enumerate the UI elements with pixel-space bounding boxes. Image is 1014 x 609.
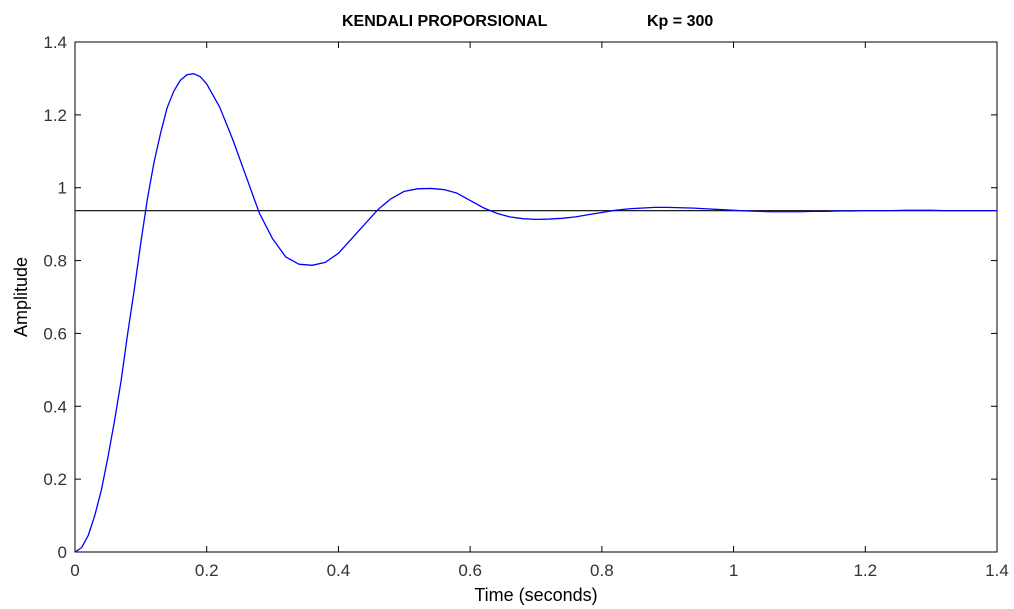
y-tick-label: 0.4 (43, 397, 67, 416)
y-tick-label: 1.4 (43, 33, 67, 52)
y-tick-label: 1.2 (43, 106, 67, 125)
x-tick-label: 1 (729, 561, 738, 580)
plot-area: 0 0.2 0.4 0.6 0.8 1 1.2 1.4 0 0.2 0.4 0.6 0.8 1 1.2 1.4 (43, 33, 1008, 580)
x-tick-label: 1.2 (853, 561, 877, 580)
axes-box (74, 41, 998, 553)
y-axis-label: Amplitude (11, 257, 31, 337)
y-tick-label: 0.6 (43, 324, 67, 343)
x-tick-label: 0 (70, 561, 79, 580)
response-series-line (74, 73, 997, 553)
chart-title-left: KENDALI PROPORSIONAL (342, 13, 548, 30)
y-tick-label: 0.2 (43, 470, 67, 489)
x-tick-label: 0.2 (195, 561, 219, 580)
x-tick-label: 0.8 (590, 561, 614, 580)
y-tick-label: 0 (58, 543, 67, 562)
chart-title-right: Kp = 300 (647, 13, 713, 30)
x-axis-label: Time (seconds) (474, 585, 597, 605)
y-tick-label: 1 (58, 179, 67, 198)
x-tick-label: 0.6 (458, 561, 482, 580)
x-tick-label: 0.4 (327, 561, 351, 580)
x-tick-label: 1.4 (985, 561, 1009, 580)
y-tick-label: 0.8 (43, 252, 67, 271)
